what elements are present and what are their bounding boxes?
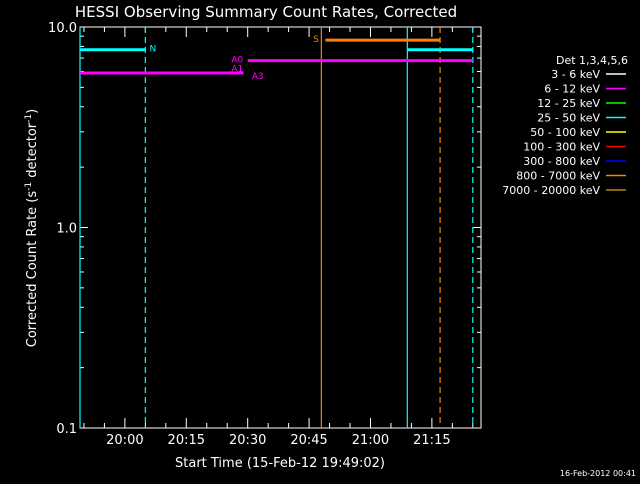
legend-entry-label: 7000 - 20000 keV bbox=[502, 184, 600, 197]
legend-header: Det 1,3,4,5,6 bbox=[556, 54, 628, 67]
y-axis-label-end: ) bbox=[25, 109, 40, 114]
y-tick-label: 10.0 bbox=[48, 21, 77, 36]
annotation-label: A1 bbox=[231, 65, 243, 75]
footer-date: 16-Feb-2012 00:41 bbox=[560, 469, 636, 478]
y-axis-ticks: 0.1 1.0 10.0 bbox=[48, 21, 481, 437]
y-tick-label: 0.1 bbox=[56, 422, 77, 437]
y-axis-label-sup1: -1 bbox=[24, 182, 34, 191]
rate-segments bbox=[80, 38, 473, 75]
vertical-markers bbox=[79, 27, 474, 428]
legend-entry-label: 100 - 300 keV bbox=[523, 141, 600, 154]
legend-entry-label: 3 - 6 keV bbox=[551, 68, 600, 81]
x-axis-ticks: 20:00 20:15 20:30 20:45 21:00 21:15 bbox=[106, 27, 451, 448]
x-minor-ticks bbox=[83, 27, 474, 428]
legend-entry-label: 50 - 100 keV bbox=[530, 126, 600, 139]
annotation-label: N bbox=[149, 45, 156, 55]
legend-entry-label: 12 - 25 keV bbox=[537, 97, 600, 110]
y-axis-label: Corrected Count Rate (s-1 detector-1) bbox=[24, 109, 40, 347]
plot-frame bbox=[79, 26, 482, 429]
legend-entry-label: 300 - 800 keV bbox=[523, 155, 600, 168]
x-tick-label: 21:00 bbox=[352, 433, 389, 448]
x-tick-label: 20:30 bbox=[229, 433, 266, 448]
x-tick-label: 20:00 bbox=[106, 433, 143, 448]
annotation-label: A0 bbox=[231, 55, 243, 65]
x-tick-label: 20:15 bbox=[168, 433, 205, 448]
y-minor-ticks bbox=[80, 35, 481, 369]
y-axis-label-main: Corrected Count Rate (s bbox=[25, 191, 40, 348]
annotation-label: A3 bbox=[252, 72, 264, 82]
x-tick-label: 20:45 bbox=[290, 433, 327, 448]
legend-entry-label: 800 - 7000 keV bbox=[516, 170, 600, 183]
annotation-label: S bbox=[313, 35, 319, 45]
legend-entry-label: 25 - 50 keV bbox=[537, 112, 600, 125]
y-tick-label: 1.0 bbox=[56, 222, 77, 237]
y-axis-label-mid: detector bbox=[25, 122, 40, 182]
chart-title: HESSI Observing Summary Count Rates, Cor… bbox=[75, 3, 457, 21]
x-tick-label: 21:15 bbox=[413, 433, 450, 448]
y-axis-label-sup2: -1 bbox=[24, 114, 34, 123]
legend-entry-label: 6 - 12 keV bbox=[544, 83, 600, 96]
x-axis-label: Start Time (15-Feb-12 19:49:02) bbox=[175, 456, 385, 471]
